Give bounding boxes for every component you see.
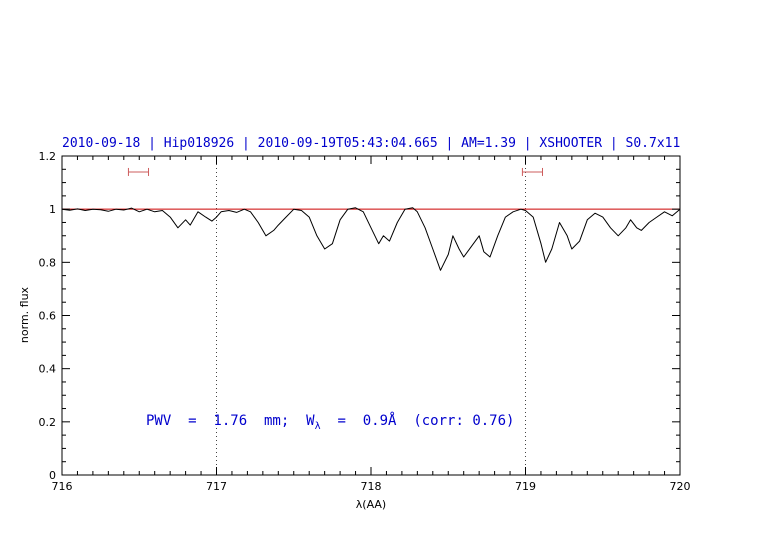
- x-tick-label: 716: [52, 480, 73, 493]
- y-tick-label: 0.6: [39, 310, 57, 323]
- y-tick-label: 0.8: [39, 256, 57, 269]
- pwv-annotation: PWV = 1.76 mm; Wλ = 0.9Å (corr: 0.76): [146, 413, 514, 432]
- y-tick-label: 0.2: [39, 416, 57, 429]
- spectrum-line: [61, 207, 681, 271]
- x-tick-label: 717: [206, 480, 227, 493]
- x-tick-label: 720: [670, 480, 691, 493]
- pwv-annotation-prefix: PWV = 1.76 mm; W: [146, 413, 315, 429]
- pwv-annotation-suffix: = 0.9Å (corr: 0.76): [320, 413, 515, 429]
- y-tick-label: 0: [49, 469, 56, 482]
- y-tick-label: 1.2: [39, 150, 57, 163]
- x-tick-label: 719: [515, 480, 536, 493]
- plot-title: 2010-09-18 | Hip018926 | 2010-09-19T05:4…: [62, 136, 681, 151]
- y-tick-label: 1: [49, 203, 56, 216]
- plot-frame: [61, 155, 681, 476]
- x-axis-label: λ(AA): [355, 498, 387, 511]
- y-axis-label: norm. flux: [18, 286, 31, 344]
- x-tick-label: 718: [361, 480, 382, 493]
- pwv-annotation-sub: λ: [314, 420, 321, 432]
- y-tick-label: 0.4: [39, 363, 57, 376]
